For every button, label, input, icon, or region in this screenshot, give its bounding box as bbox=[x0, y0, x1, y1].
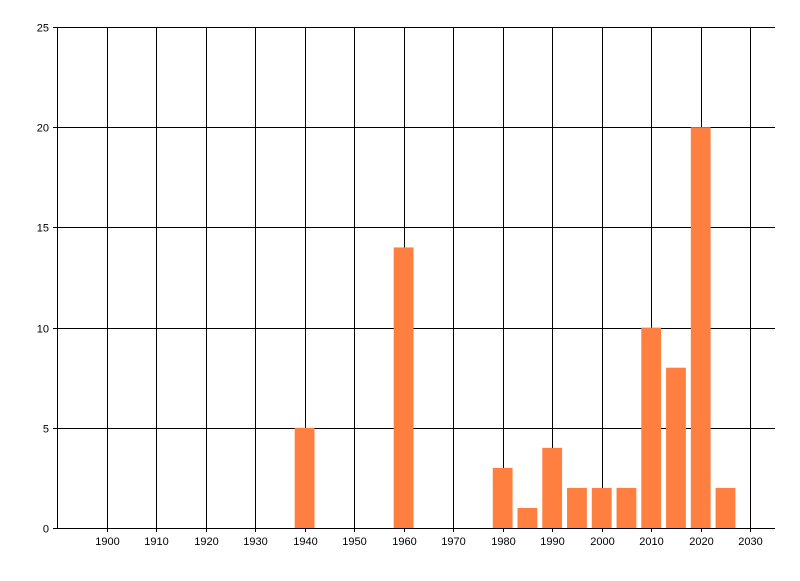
bar-2005 bbox=[616, 487, 637, 528]
y-tick-label: 15 bbox=[37, 223, 49, 235]
bar-2025 bbox=[715, 487, 736, 528]
x-tick-label: 1990 bbox=[540, 536, 564, 548]
bar-1980 bbox=[492, 467, 513, 528]
bar-1990 bbox=[542, 447, 563, 528]
x-tick-label: 1930 bbox=[243, 536, 267, 548]
x-tick-labels: 1900 1910 1920 1930 1940 1950 1960 1970 1980 1990… bbox=[95, 536, 762, 548]
x-tick-label: 1920 bbox=[194, 536, 218, 548]
bar-1940 bbox=[294, 427, 315, 528]
x-tick-label: 1980 bbox=[491, 536, 515, 548]
bar-2015 bbox=[666, 367, 686, 528]
bar-2010 bbox=[641, 327, 662, 528]
x-tick-label: 2030 bbox=[738, 536, 762, 548]
x-tick-label: 2000 bbox=[590, 536, 614, 548]
bar-1985 bbox=[517, 507, 538, 528]
x-tick-label: 2020 bbox=[689, 536, 713, 548]
x-tick-label: 1900 bbox=[95, 536, 119, 548]
y-tick-label: 25 bbox=[37, 23, 49, 35]
bar-2000 bbox=[591, 487, 612, 528]
y-tick-label: 0 bbox=[43, 524, 49, 536]
bar-1995 bbox=[567, 487, 587, 528]
y-tick-label: 10 bbox=[37, 324, 49, 336]
x-tick-label: 1970 bbox=[441, 536, 465, 548]
x-tick-label: 1960 bbox=[392, 536, 416, 548]
y-tick-labels: 0 5 10 15 20 25 bbox=[37, 23, 49, 536]
y-tick-label: 20 bbox=[37, 123, 49, 135]
x-tick-label: 1950 bbox=[342, 536, 366, 548]
x-tick-label: 2010 bbox=[639, 536, 663, 548]
x-tick-label: 1940 bbox=[293, 536, 317, 548]
x-tick-label: 1910 bbox=[144, 536, 168, 548]
bars bbox=[294, 127, 736, 528]
bar-2020 bbox=[690, 127, 711, 528]
y-tick-label: 5 bbox=[43, 424, 49, 436]
axes bbox=[53, 27, 775, 529]
bar-1960 bbox=[393, 247, 414, 528]
